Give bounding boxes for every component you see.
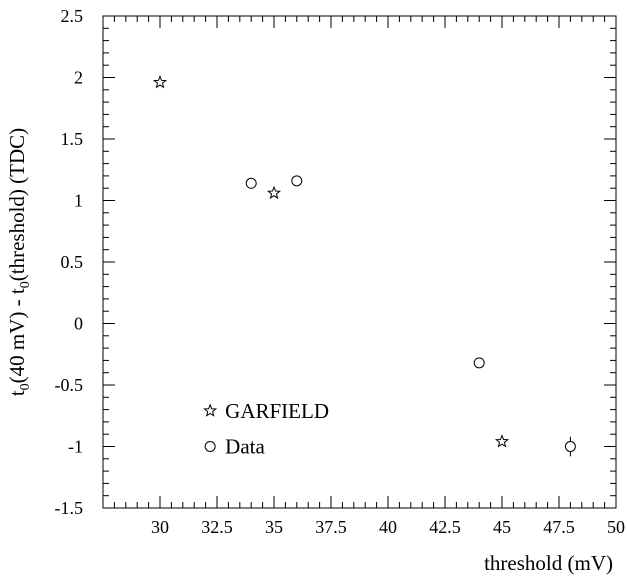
y-axis-label-part: (threshold) (TDC) xyxy=(5,128,29,281)
y-axis: -1.5 -1 -0.5 0 0.5 1 1.5 2 2.5 xyxy=(55,6,616,518)
y-tick-label: 1.5 xyxy=(61,129,84,149)
y-axis-label-subscript: 0 xyxy=(18,383,33,390)
plot-frame xyxy=(102,15,617,509)
y-tick-label: -1 xyxy=(68,437,83,457)
garfield-star-point xyxy=(152,75,168,89)
y-tick-label: 2.5 xyxy=(61,6,84,26)
y-tick-label: 0.5 xyxy=(61,252,84,272)
legend-label: GARFIELD xyxy=(225,399,329,423)
y-axis-label-part: t xyxy=(5,390,29,396)
y-axis-label: t0(40 mV) - t0(threshold) (TDC) xyxy=(5,128,33,396)
y-tick-label: 0 xyxy=(74,314,83,334)
data-circle-point xyxy=(564,441,576,452)
x-tick-label: 37.5 xyxy=(315,517,347,537)
legend-circle-icon xyxy=(204,441,216,452)
y-tick-label: -0.5 xyxy=(55,375,84,395)
x-axis-label: threshold (mV) xyxy=(484,551,613,575)
x-tick-label: 42.5 xyxy=(429,517,461,537)
x-tick-label: 30 xyxy=(151,517,169,537)
x-tick-label: 40 xyxy=(379,517,397,537)
data-circle-point xyxy=(473,357,485,369)
x-tick-label: 47.5 xyxy=(543,517,575,537)
x-tick-label: 35 xyxy=(265,517,283,537)
legend: GARFIELD Data xyxy=(203,399,329,459)
y-axis-label-part: (40 mV) - t xyxy=(5,288,29,383)
legend-label: Data xyxy=(225,435,265,459)
data-circle-point xyxy=(245,177,257,189)
x-tick-label: 50 xyxy=(607,517,625,537)
y-axis-label-subscript: 0 xyxy=(18,281,33,288)
x-tick-label: 45 xyxy=(493,517,511,537)
y-tick-label: 1 xyxy=(74,191,83,211)
data-marks xyxy=(152,75,576,457)
x-axis: 30 32.5 35 37.5 40 42.5 45 47.5 50 xyxy=(113,16,625,537)
data-circle-point xyxy=(291,175,303,187)
legend-star-icon xyxy=(203,403,218,417)
y-tick-label: -1.5 xyxy=(55,498,84,518)
garfield-star-point xyxy=(266,185,282,200)
y-tick-label: 2 xyxy=(74,68,83,88)
x-tick-label: 32.5 xyxy=(201,517,233,537)
garfield-star-point xyxy=(494,434,510,448)
